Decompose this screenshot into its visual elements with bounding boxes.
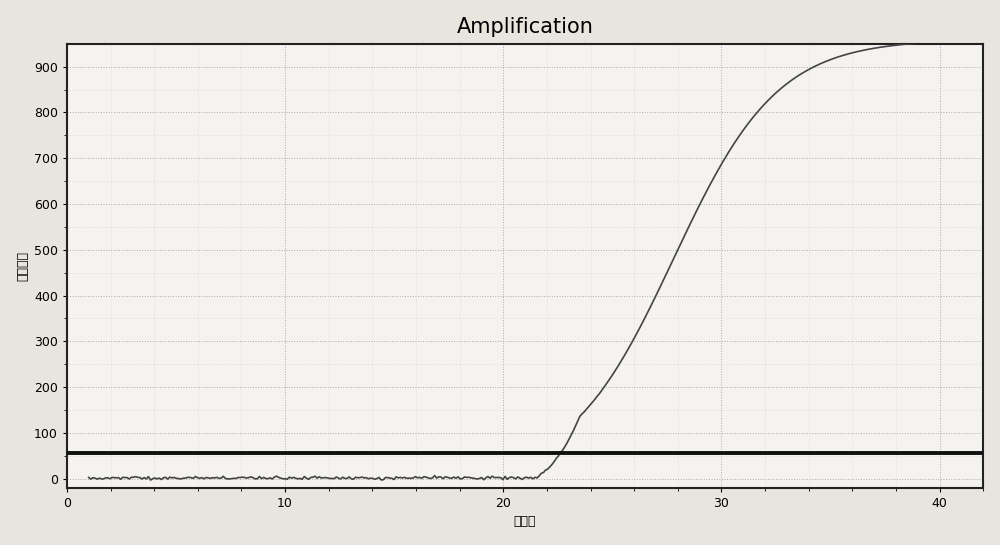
Title: Amplification: Amplification xyxy=(457,17,594,37)
X-axis label: 循环数: 循环数 xyxy=(514,516,536,528)
Y-axis label: 荣光强度: 荣光强度 xyxy=(17,251,30,281)
